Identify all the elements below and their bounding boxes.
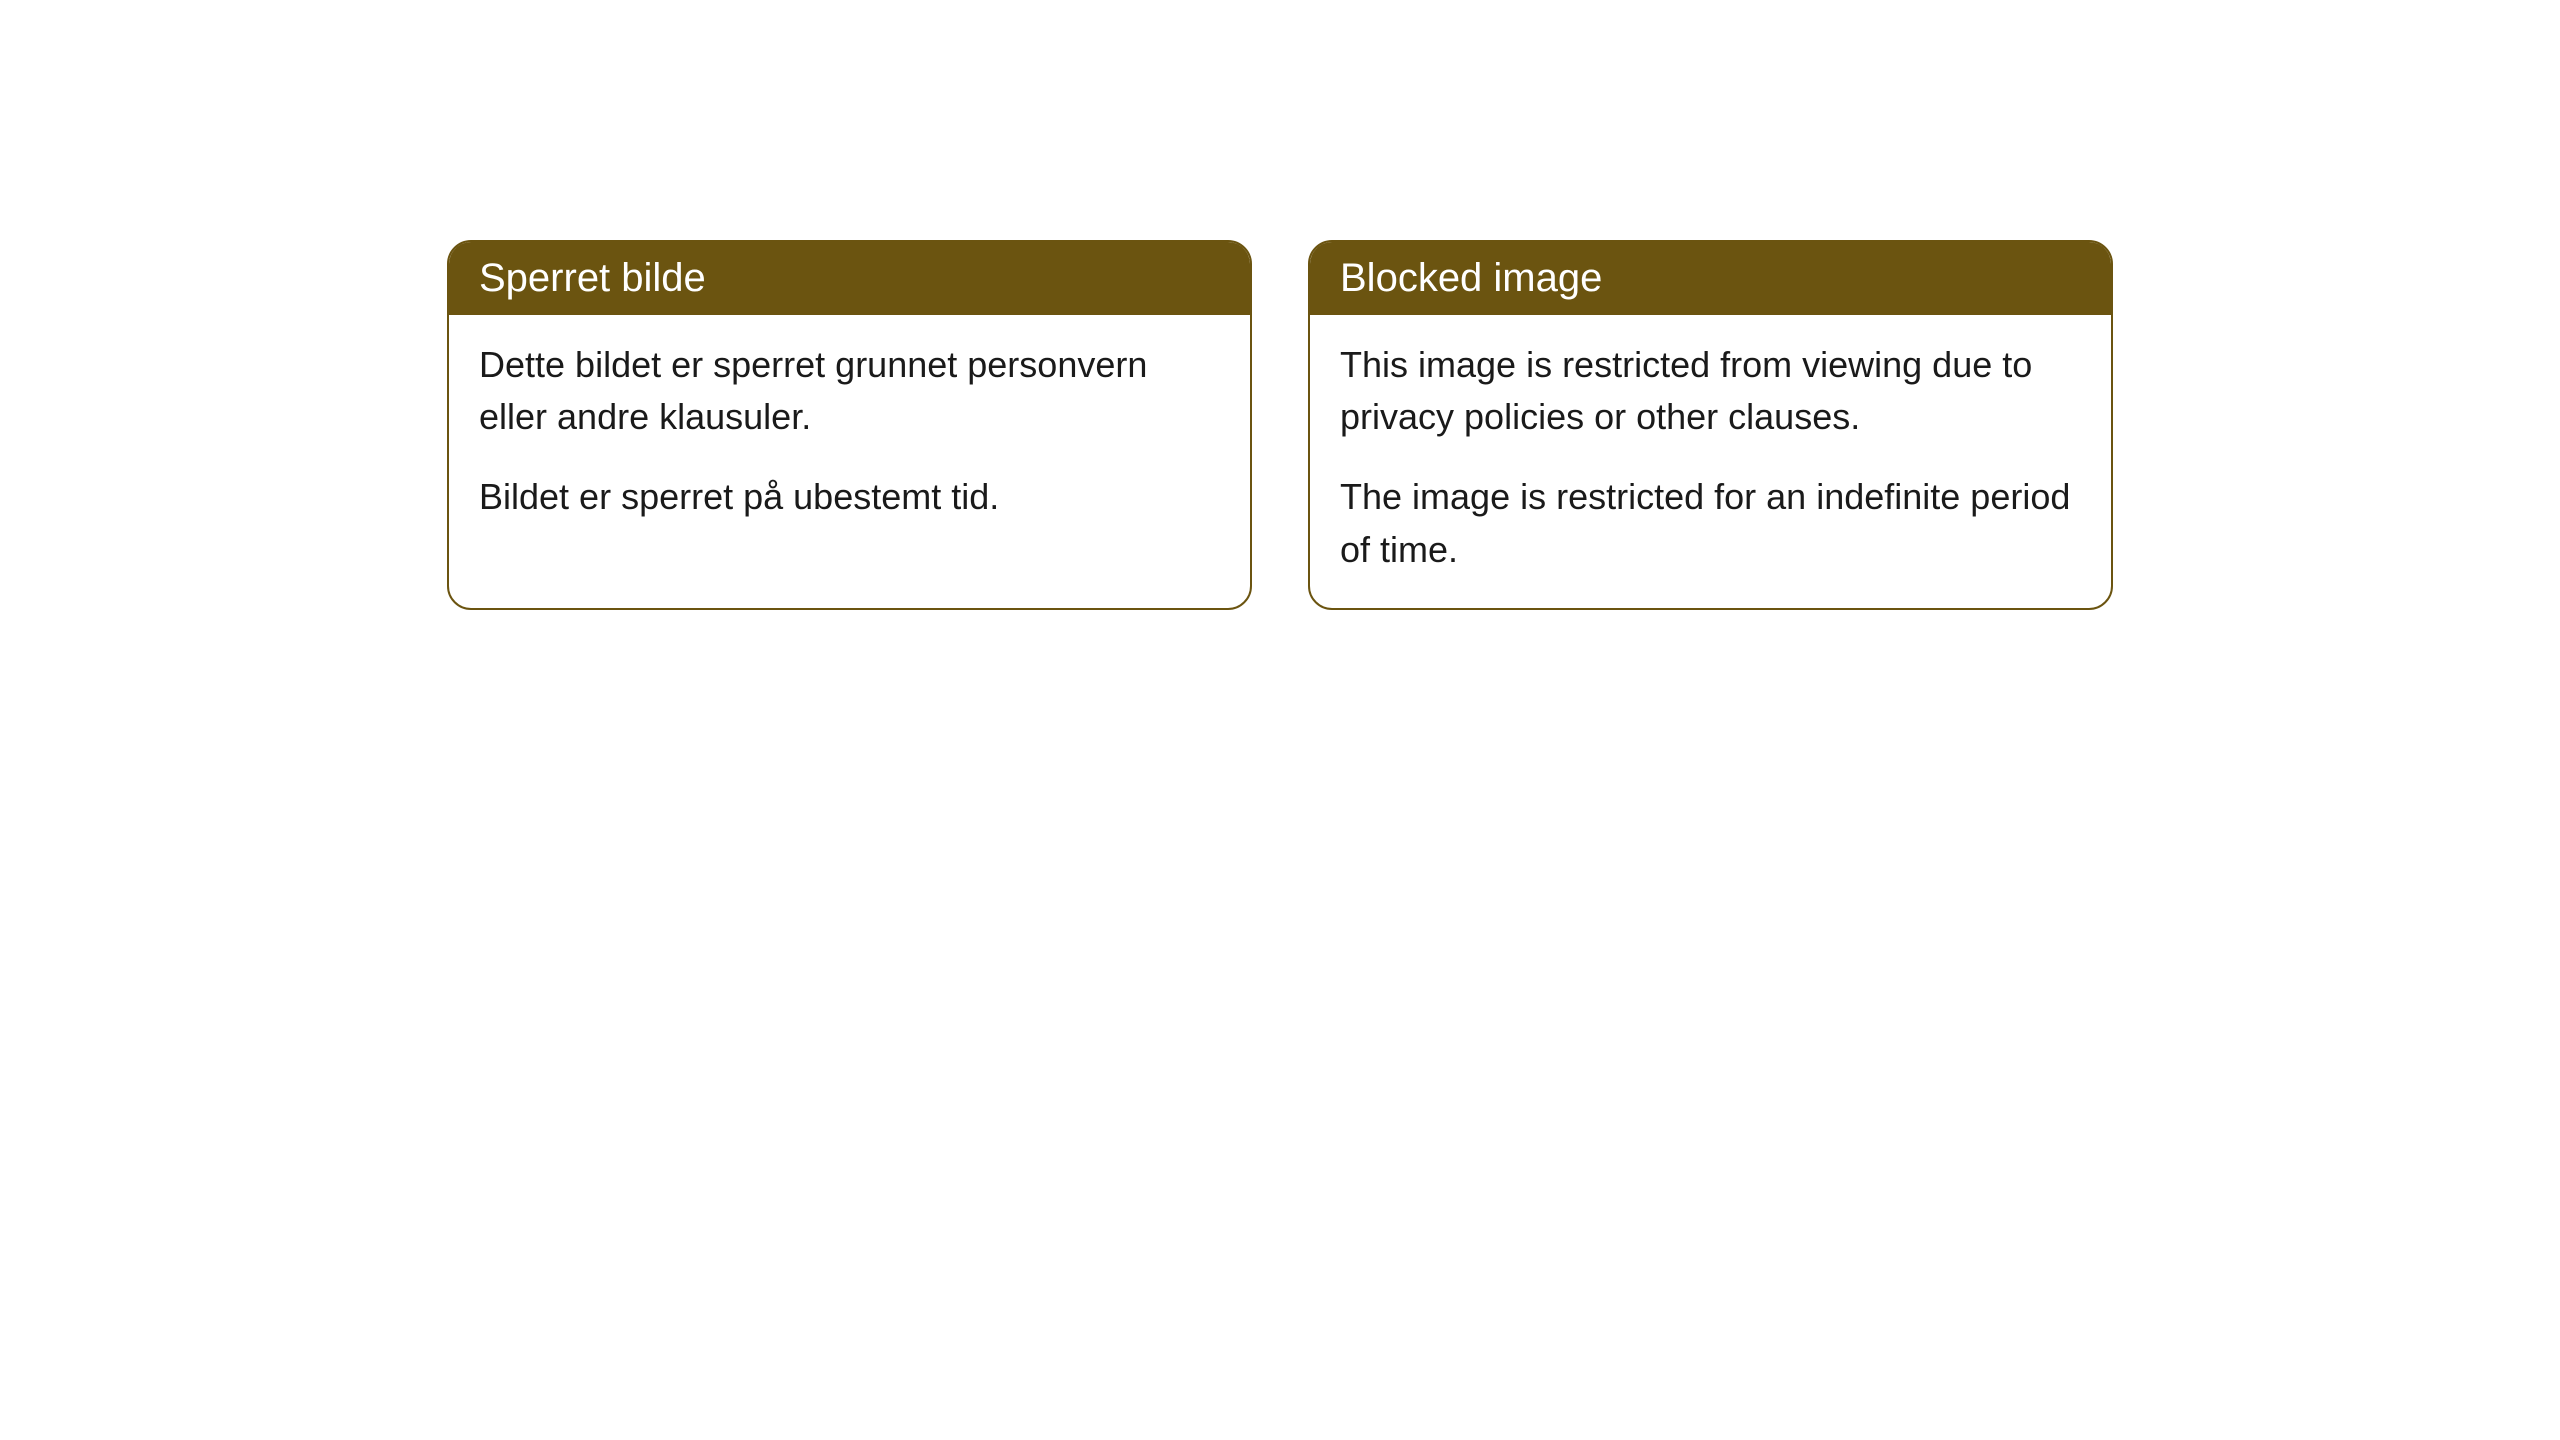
card-paragraph-2-norwegian: Bildet er sperret på ubestemt tid. — [479, 471, 1220, 523]
card-body-english: This image is restricted from viewing du… — [1310, 315, 2111, 608]
blocked-image-card-english: Blocked image This image is restricted f… — [1308, 240, 2113, 610]
blocked-image-card-norwegian: Sperret bilde Dette bildet er sperret gr… — [447, 240, 1252, 610]
card-paragraph-1-english: This image is restricted from viewing du… — [1340, 339, 2081, 443]
card-paragraph-2-english: The image is restricted for an indefinit… — [1340, 471, 2081, 575]
card-title-english: Blocked image — [1310, 242, 2111, 315]
card-body-norwegian: Dette bildet er sperret grunnet personve… — [449, 315, 1250, 556]
card-title-norwegian: Sperret bilde — [449, 242, 1250, 315]
card-paragraph-1-norwegian: Dette bildet er sperret grunnet personve… — [479, 339, 1220, 443]
notice-cards-container: Sperret bilde Dette bildet er sperret gr… — [0, 0, 2560, 610]
